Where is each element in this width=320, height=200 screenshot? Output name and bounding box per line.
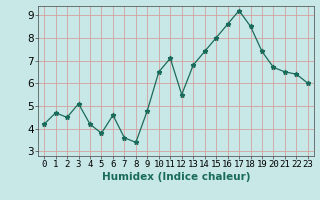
X-axis label: Humidex (Indice chaleur): Humidex (Indice chaleur) — [102, 172, 250, 182]
